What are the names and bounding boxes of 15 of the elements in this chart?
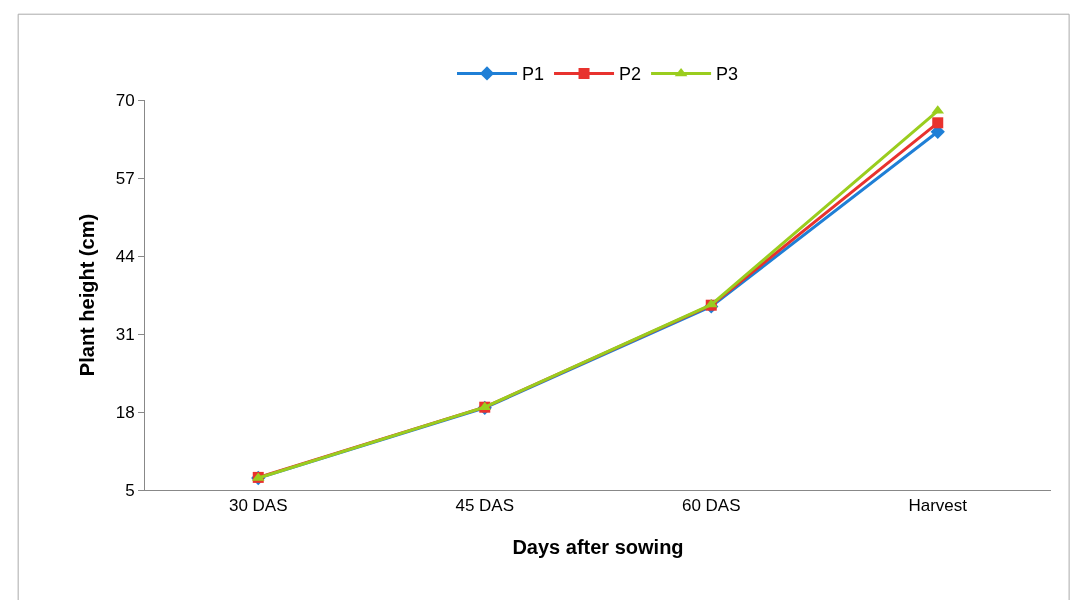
- x-tick-label: 45 DAS: [455, 496, 515, 516]
- legend-label: P3: [716, 64, 739, 85]
- x-tick-label: Harvest: [908, 496, 968, 516]
- legend-label: P1: [522, 64, 545, 85]
- legend-label: P2: [619, 64, 642, 85]
- y-tick-label: 44: [115, 246, 135, 266]
- x-tick-label: 60 DAS: [681, 496, 741, 516]
- y-tick-label: 70: [115, 90, 135, 110]
- x-axis-title: Days after sowing: [512, 535, 684, 558]
- y-tick-label: 31: [115, 324, 135, 344]
- x-tick-label: 30 DAS: [228, 496, 288, 516]
- y-tick-label: 5: [125, 480, 135, 500]
- y-axis-title: Plant height (cm): [76, 213, 99, 377]
- y-tick-label: 57: [115, 168, 135, 188]
- y-tick-label: 18: [115, 402, 135, 422]
